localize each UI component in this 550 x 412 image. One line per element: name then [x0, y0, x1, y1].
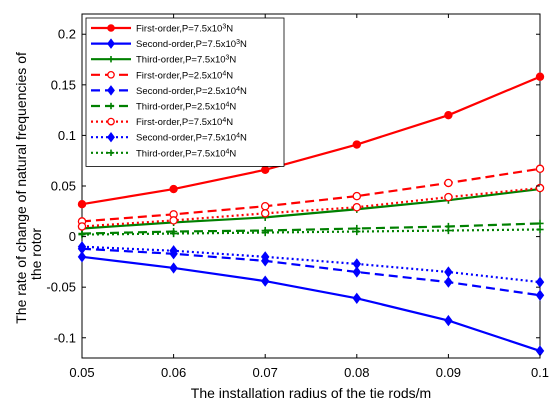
legend-entry: Third-order,P=7.5x104N [91, 148, 236, 160]
y-tick-label: 0.1 [58, 128, 76, 143]
y-tick-label: 0.15 [51, 77, 76, 92]
legend-label: Second-order,P=7.5x103N [136, 39, 247, 51]
data-point [107, 56, 115, 63]
series-line [81, 222, 541, 235]
legend: First-order,P=7.5x103N Second-order,P=7.5… [85, 17, 285, 167]
legend-entry: Third-order,P=2.5x104N [91, 101, 236, 113]
data-point [107, 149, 115, 156]
axes-layer: 0.05 0.06 0.07 0.08 0.09 0.1 -0.1 -0.05 0 0.05 0.1… [46, 14, 549, 380]
data-point [107, 117, 115, 126]
data-point [260, 251, 270, 263]
series-4 [77, 164, 545, 226]
x-tick-label: 0.08 [344, 365, 369, 380]
x-tick-label: 0.09 [436, 365, 461, 380]
data-point [444, 226, 452, 235]
legend-label: First-order,P=2.5x104N [136, 70, 233, 82]
series-line [81, 75, 541, 206]
x-axis-label: The installation radius of the tie rods/… [191, 385, 431, 401]
series-8 [77, 241, 545, 288]
series-line [81, 247, 541, 297]
data-point [77, 222, 87, 231]
data-point [444, 178, 453, 188]
legend-entry: Third-order,P=7.5x103N [91, 54, 236, 66]
data-point [169, 216, 178, 225]
series-line [81, 187, 541, 230]
data-point [107, 38, 115, 49]
series-2 [77, 251, 545, 357]
series-layer [77, 72, 545, 357]
legend-label: Third-order,P=2.5x104N [136, 101, 236, 113]
data-point [260, 209, 270, 218]
data-point [536, 225, 544, 234]
series-line [81, 245, 541, 284]
data-point [444, 110, 453, 120]
x-tick-label: 0.1 [531, 365, 549, 380]
legend-entry: First-order,P=7.5x103N [91, 23, 233, 35]
data-point [261, 228, 269, 237]
series-line [81, 167, 541, 223]
series-line [81, 255, 541, 352]
x-tick-label: 0.05 [69, 365, 94, 380]
data-point [169, 184, 178, 194]
legend-label: First-order,P=7.5x104N [136, 117, 233, 129]
data-point [352, 292, 362, 304]
data-point [170, 229, 178, 238]
data-point [107, 102, 115, 110]
data-point [260, 275, 270, 287]
y-tick-label: 0.2 [58, 27, 76, 42]
data-point [77, 251, 87, 263]
legend-entry: Second-order,P=2.5x104N [91, 85, 247, 97]
legend-label: Third-order,P=7.5x104N [136, 148, 236, 160]
data-point [535, 289, 545, 301]
y-tick-label: -0.05 [46, 280, 76, 295]
x-tick-label: 0.06 [161, 365, 186, 380]
data-point [352, 140, 361, 149]
series-line [81, 186, 541, 228]
series-1 [77, 72, 545, 209]
data-point [352, 202, 362, 212]
data-point [352, 191, 362, 201]
data-point [169, 245, 178, 257]
data-point [169, 262, 178, 274]
data-point [536, 219, 544, 228]
data-point [107, 70, 115, 79]
y-tick-label: 0.05 [51, 179, 76, 194]
y-axis-label: The rate of change of natural frequencie… [13, 48, 44, 324]
x-tick-label: 0.07 [253, 365, 278, 380]
legend-label: Second-order,P=2.5x104N [136, 85, 247, 97]
series-line [81, 228, 541, 236]
data-point [261, 165, 270, 175]
y-axis-label-line-1: The rate of change of natural frequencie… [13, 52, 29, 324]
data-point [353, 227, 361, 236]
data-point [77, 241, 87, 253]
series-7 [77, 183, 545, 231]
legend-entry: Second-order,P=7.5x104N [91, 131, 247, 144]
legend-label: Third-order,P=7.5x103N [136, 54, 236, 65]
y-axis-label-line-2: the rotor [28, 228, 44, 280]
data-point [444, 192, 453, 202]
legend-entry: Second-order,P=7.5x103N [91, 38, 247, 51]
y-tick-label: 0 [69, 229, 76, 244]
data-point [444, 276, 453, 288]
legend-entry: First-order,P=2.5x104N [91, 70, 233, 82]
data-point [444, 314, 453, 327]
data-point [535, 164, 545, 174]
legend-label: Second-order,P=7.5x104N [136, 132, 247, 144]
data-point [535, 72, 545, 81]
legend-entry: First-order,P=7.5x104N [91, 117, 233, 129]
y-tick-label: -0.1 [54, 330, 76, 345]
data-point [107, 131, 115, 143]
data-point [352, 258, 362, 270]
data-point [77, 200, 87, 209]
data-point [352, 266, 362, 278]
data-point [107, 24, 115, 32]
data-point [107, 85, 115, 96]
legend-label: First-order,P=7.5x103N [136, 23, 233, 35]
data-point [444, 266, 453, 278]
data-point [260, 201, 270, 211]
